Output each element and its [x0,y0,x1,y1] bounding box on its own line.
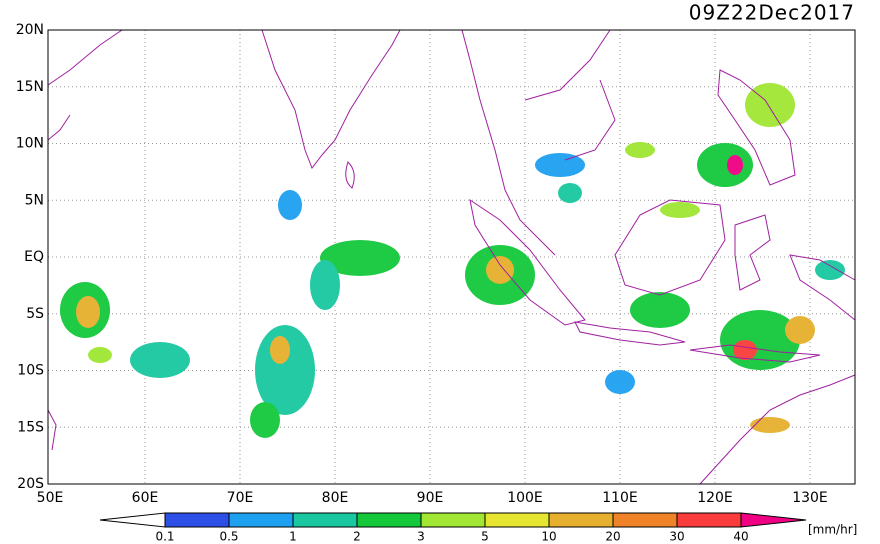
rain-area [535,153,585,177]
colorbar-box [548,512,614,528]
coastline [47,114,71,141]
lat-label: 20S [17,476,44,492]
lon-label: 80E [322,490,349,506]
rain-area [785,316,815,344]
lon-label: 130E [792,490,828,506]
rain-area [130,342,190,378]
lat-label: EQ [24,249,44,265]
colorbar-label: 5 [481,530,489,544]
lat-label: 5S [26,306,44,322]
map-frame [47,29,856,485]
rain-area [558,183,582,203]
rain-area [270,336,290,364]
lon-label: 60E [132,490,159,506]
precipitation [60,83,845,438]
colorbar-box [484,512,550,528]
rain-area [625,142,655,158]
colorbar-label: 40 [733,530,748,544]
colorbar-box [676,512,742,528]
colorbar-label: 2 [353,530,361,544]
colorbar-label: 30 [669,530,684,544]
lon-label: 50E [37,490,64,506]
coastlines [47,29,856,485]
coastline [345,161,355,189]
coastline [524,29,616,161]
lat-label: 10S [17,363,44,379]
coastline [717,69,796,186]
coastline [689,344,821,363]
colorbar-box [292,512,358,528]
coastline [734,214,771,291]
lat-label: 15N [16,79,44,95]
colorbar-box [164,512,230,528]
grid [48,30,855,484]
coastline [699,374,856,485]
lon-label: 110E [602,490,638,506]
coastline [574,321,686,346]
coastline [47,409,57,451]
rain-area [320,240,400,276]
colorbar: 0.1 0.5 1 2 3 5 10 20 30 40 [mm/hr] [99,512,857,544]
lat-label: 10N [16,136,44,152]
coastline [614,199,726,296]
rain-area [727,155,743,175]
colorbar-over [740,512,807,528]
lon-label: 70E [227,490,254,506]
rain-area [310,260,340,310]
colorbar-label: 10 [541,530,556,544]
rain-area [278,190,302,220]
lon-label: 100E [507,490,543,506]
lat-label: 20N [16,22,44,38]
rain-area [255,325,315,415]
coastline [47,29,123,86]
colorbar-label: 0.5 [219,530,238,544]
colorbar-label: 3 [417,530,425,544]
colorbar-box [612,512,678,528]
colorbar-under [99,512,166,528]
coastline [461,29,556,256]
coastline [261,29,401,170]
lon-label: 120E [697,490,733,506]
rain-area [605,370,635,394]
lat-label: 15S [17,419,44,435]
map-title: 09Z22Dec2017 [689,1,855,25]
rain-area [250,402,280,438]
rain-area [750,417,790,433]
colorbar-box [228,512,294,528]
colorbar-box [420,512,486,528]
rain-area [88,347,112,363]
colorbar-label: 1 [289,530,297,544]
rain-area [815,260,845,280]
colorbar-box [356,512,422,528]
colorbar-label: 20 [605,530,620,544]
rain-area [720,310,800,370]
colorbar-label: 0.1 [155,530,174,544]
rain-area [630,292,690,328]
lat-label: 5N [25,192,44,208]
rain-area [697,143,753,187]
lon-label: 90E [417,490,444,506]
rain-area [76,296,100,328]
colorbar-unit: [mm/hr] [808,523,857,537]
rain-area [486,256,514,284]
rain-area [733,340,757,360]
rain-area [660,202,700,218]
